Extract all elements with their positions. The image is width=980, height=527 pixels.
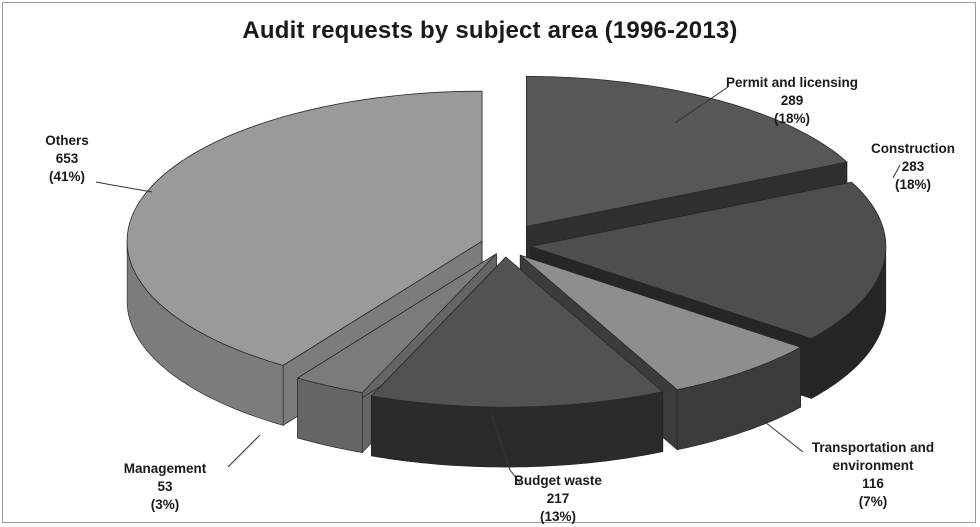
chart-title: Audit requests by subject area (1996-201… (242, 17, 738, 44)
slice-label-transportation-and-environment: Transportation and environment 116 (7%) (812, 440, 934, 509)
leader-line (674, 86, 729, 124)
slice-label-construction: Construction 283 (18%) (871, 141, 955, 192)
slice-label-others: Others 653 (41%) (45, 133, 89, 184)
leader-line (227, 434, 261, 468)
leader-line (95, 181, 153, 193)
leader-line (489, 409, 521, 484)
slice-label-budget-waste: Budget waste 217 (13%) (514, 473, 602, 524)
slice-label-permit-and-licensing: Permit and licensing 289 (18%) (726, 75, 858, 126)
leader-line (892, 164, 901, 179)
slice-label-management: Management 53 (3%) (124, 461, 207, 512)
pie-slice-budget-waste (370, 256, 664, 468)
leader-line (759, 417, 804, 453)
